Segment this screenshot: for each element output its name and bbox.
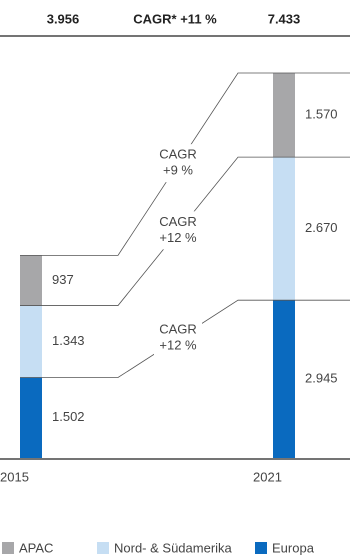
- legend-label: APAC: [19, 540, 53, 555]
- bar-segment: [20, 305, 42, 378]
- value-label: 1.570: [305, 107, 338, 122]
- cagr-annotation: +12 %: [159, 337, 197, 352]
- x-tick-label: 2021: [253, 469, 282, 484]
- value-label: 2.945: [305, 371, 338, 386]
- legend-swatch: [255, 542, 267, 554]
- cagr-annotation: +9 %: [163, 163, 193, 178]
- annotation-bg: [154, 318, 202, 357]
- bar-segment: [273, 157, 295, 301]
- header: CAGR* +11 %: [133, 11, 217, 26]
- cagr-annotation: CAGR: [159, 147, 197, 162]
- total-label: 3.956: [47, 11, 80, 26]
- bar-segment: [20, 377, 42, 458]
- value-label: 1.343: [52, 333, 85, 348]
- x-tick-label: 2015: [0, 469, 29, 484]
- bar-segment: [20, 255, 42, 306]
- value-label: 1.502: [52, 409, 85, 424]
- cagr-annotation: CAGR: [159, 321, 197, 336]
- bar-segment: [273, 73, 295, 158]
- total-label: 7.433: [268, 11, 301, 26]
- annotation-bg: [154, 144, 202, 183]
- cagr-annotation: +12 %: [159, 230, 197, 245]
- legend-label: Europa: [272, 540, 315, 555]
- bar-segment: [273, 300, 295, 458]
- annotation-bg: [154, 211, 202, 250]
- legend-swatch: [2, 542, 14, 554]
- cagr-annotation: CAGR: [159, 214, 197, 229]
- value-label: 937: [52, 272, 74, 287]
- legend-label: Nord- & Südamerika: [114, 540, 233, 555]
- value-label: 2.670: [305, 220, 338, 235]
- legend-swatch: [97, 542, 109, 554]
